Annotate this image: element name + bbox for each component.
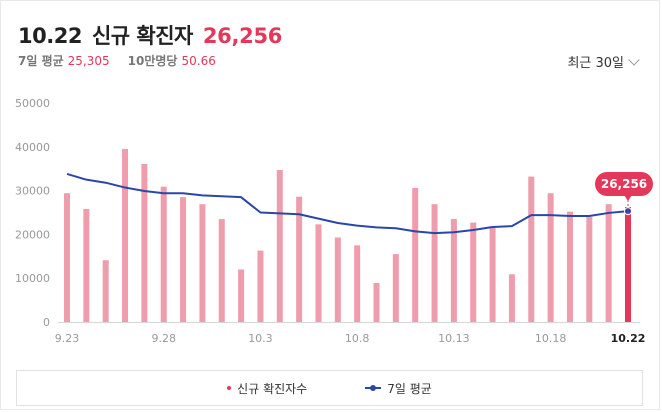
y-tick-label: 20000 (15, 228, 50, 241)
x-tick-label: 10.18 (535, 332, 567, 345)
bar[interactable] (470, 222, 477, 322)
y-axis: 0 10000 20000 30000 40000 50000 (15, 97, 50, 329)
bar[interactable] (431, 204, 438, 322)
bar[interactable] (257, 250, 264, 322)
y-tick-label: 10000 (15, 272, 50, 285)
legend-line-label: 7일 평균 (387, 381, 432, 396)
highlight-value-label: 26,256 (601, 177, 647, 191)
bar-series-swatch-icon (227, 386, 232, 390)
header-title: 신규 확진자 (91, 24, 193, 48)
bar[interactable] (392, 254, 399, 322)
bar[interactable] (296, 196, 303, 322)
x-tick-label: 10.8 (345, 332, 370, 345)
bar[interactable] (508, 274, 515, 322)
bar[interactable] (547, 193, 554, 322)
x-tick-label: 9.23 (55, 332, 80, 345)
bar[interactable] (315, 224, 322, 322)
header-value: 26,256 (202, 24, 283, 48)
bar[interactable] (354, 245, 361, 322)
bar[interactable] (276, 170, 283, 322)
y-tick-label: 30000 (15, 185, 50, 198)
avg-label: 7일 평균 (18, 54, 64, 68)
bar[interactable] (489, 226, 496, 322)
avg-value: 25,305 (67, 54, 110, 68)
daily-cases-chart: 0 10000 20000 30000 40000 50000 9.23 9.28 10.3 1… (15, 97, 653, 345)
legend-item-line[interactable]: 7일 평균 (365, 380, 432, 397)
x-tick-label: 10.13 (438, 332, 470, 345)
y-tick-label: 40000 (15, 141, 50, 154)
x-tick-label: 10.22 (611, 332, 646, 345)
per100k-label: 10만명당 (127, 54, 178, 68)
bar[interactable] (528, 176, 535, 322)
range-dropdown[interactable]: 최근 30일 (567, 52, 640, 71)
legend-item-bars[interactable]: 신규 확진자수 (227, 380, 307, 397)
avg-line (66, 172, 629, 235)
bar[interactable] (566, 211, 573, 322)
bar[interactable] (218, 219, 225, 322)
legend-bars-label: 신규 확진자수 (237, 381, 308, 396)
bar[interactable] (180, 197, 187, 322)
chart-header: 10.22 신규 확진자 26,256 (18, 20, 282, 50)
header-date: 10.22 (18, 24, 82, 48)
bar[interactable] (586, 216, 593, 322)
bars-series (64, 148, 631, 322)
bar[interactable] (373, 283, 380, 322)
bar[interactable] (160, 186, 167, 322)
bar[interactable] (450, 219, 457, 322)
bar[interactable] (334, 237, 341, 322)
bar[interactable] (122, 148, 129, 322)
highlight-bubble (595, 172, 653, 196)
avg-line-series (66, 172, 632, 235)
bar[interactable] (605, 204, 612, 322)
bar[interactable] (102, 260, 109, 322)
x-tick-label: 10.3 (248, 332, 273, 345)
legend: 신규 확진자수 7일 평균 (16, 370, 643, 406)
avg-line-end-point (624, 207, 632, 216)
bar[interactable] (64, 193, 70, 322)
range-dropdown-label: 최근 30일 (567, 56, 624, 71)
bar[interactable] (199, 204, 206, 322)
highlight-bubble-pointer (624, 195, 632, 201)
per100k-value: 50.66 (181, 54, 216, 68)
highlight-callout: 26,256 (595, 172, 653, 322)
bar[interactable] (412, 187, 419, 322)
y-tick-label: 50000 (15, 97, 50, 110)
bar[interactable] (238, 269, 245, 322)
line-series-swatch-icon (365, 385, 382, 391)
x-tick-label: 9.28 (151, 332, 176, 345)
bar[interactable] (141, 163, 148, 322)
x-axis: 9.23 9.28 10.3 10.8 10.13 10.18 10.22 (55, 332, 646, 345)
y-tick-label: 0 (43, 316, 50, 329)
summary-line: 7일 평균 25,305 10만명당 50.66 (18, 52, 216, 69)
bar[interactable] (83, 208, 90, 322)
